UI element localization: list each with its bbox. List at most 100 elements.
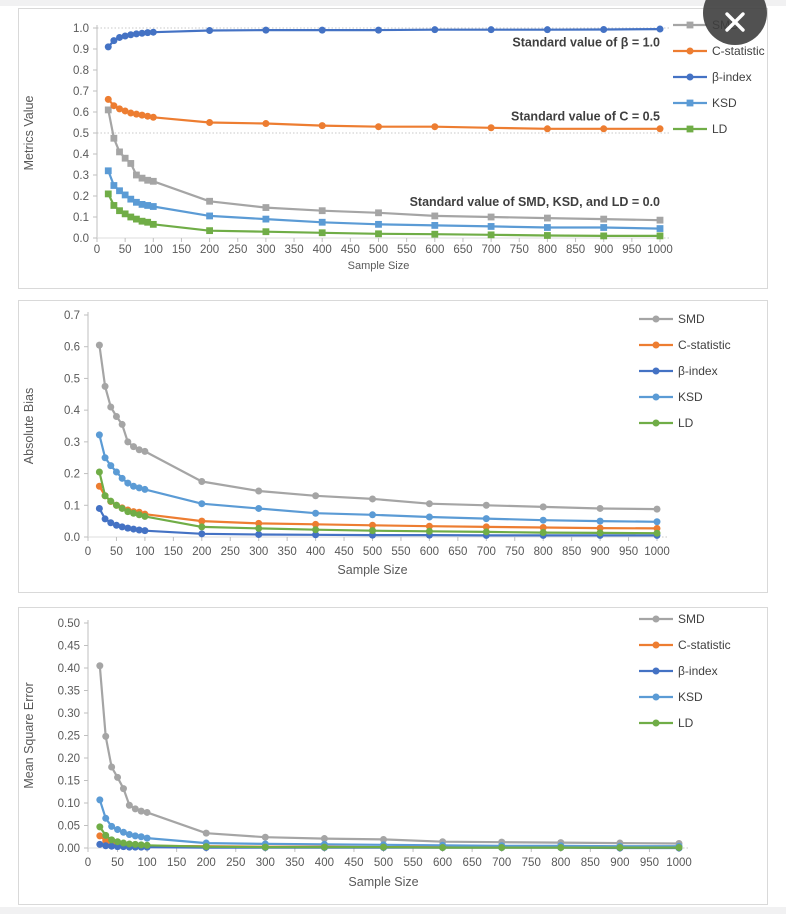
x-tick-label: 300 — [256, 244, 275, 256]
x-tick-label: 900 — [594, 244, 613, 256]
x-tick-label: 750 — [522, 857, 541, 869]
smd-legend-swatch — [639, 615, 673, 623]
ksd-series-markers — [104, 167, 664, 232]
y-tick-label: 0.4 — [64, 405, 81, 417]
legend-label: SMD — [678, 612, 705, 626]
legend-label: C-statistic — [678, 638, 731, 652]
x-axis-title: Sample Size — [337, 563, 407, 577]
legend-label: β-index — [678, 664, 718, 678]
smd-series-markers — [104, 106, 664, 224]
x-tick-label: 300 — [256, 857, 275, 869]
top-edge-strip — [0, 0, 786, 6]
x-tick-label: 800 — [551, 857, 570, 869]
x-tick-label: 850 — [581, 857, 600, 869]
x-tick-label: 200 — [197, 857, 216, 869]
axes: 0.00 0.05 0.10 0.15 0.20 0.25 0.30 0.35 0.40 0.45… — [58, 618, 692, 869]
x-tick-label: 850 — [566, 244, 585, 256]
legend-item-c-statistic: C-statistic — [639, 337, 731, 353]
x-tick-label: 50 — [110, 546, 123, 558]
metrics-value-chart: 0.0 0.1 0.2 0.3 0.4 0.5 0.6 0.7 0.8 0.9 1.0 0 50 100 1… — [22, 23, 673, 272]
mean-square-error-legend: SMD C-statistic β-index KSD LD — [639, 611, 731, 731]
legend-item-ksd: KSD — [639, 389, 731, 405]
x-tick-label: 150 — [167, 857, 186, 869]
legend-item-c-statistic: C-statistic — [639, 637, 731, 653]
y-tick-label: 0.3 — [73, 170, 89, 182]
y-tick-label: 0.0 — [64, 532, 80, 544]
mean-square-error-chart: 0.00 0.05 0.10 0.15 0.20 0.25 0.30 0.35 0.40 0.45… — [22, 618, 692, 889]
y-tick-label: 1.0 — [73, 23, 89, 35]
x-tick-label: 200 — [192, 546, 211, 558]
x-tick-label: 550 — [397, 244, 416, 256]
smd-legend-swatch — [639, 315, 673, 323]
x-tick-label: 250 — [226, 857, 245, 869]
axes: 0.0 0.1 0.2 0.3 0.4 0.5 0.6 0.7 0 50 100 150 200 250 3… — [64, 310, 670, 558]
legend-item-ksd: KSD — [673, 95, 765, 111]
c-statistic-legend-swatch — [639, 641, 673, 649]
x-tick-label: 950 — [622, 244, 641, 256]
x-tick-label: 150 — [172, 244, 191, 256]
y-tick-label: 0.7 — [73, 86, 89, 98]
x-tick-label: 750 — [510, 244, 529, 256]
close-icon — [725, 12, 745, 32]
legend-label: KSD — [712, 96, 737, 110]
x-tick-label: 900 — [610, 857, 629, 869]
y-tick-label: 0.15 — [58, 776, 80, 788]
x-tick-label: 700 — [492, 857, 511, 869]
y-axis-title: Absolute Bias — [22, 388, 36, 464]
y-tick-label: 0.20 — [58, 753, 80, 765]
x-tick-label: 650 — [453, 244, 472, 256]
y-tick-label: 0.6 — [73, 107, 89, 119]
y-tick-label: 0.4 — [73, 149, 90, 161]
y-axis-title: Metrics Value — [22, 96, 36, 171]
ld-legend-swatch — [673, 125, 707, 133]
legend-item-beta-index: β-index — [639, 663, 731, 679]
x-tick-label: 100 — [144, 244, 163, 256]
x-tick-label: 250 — [221, 546, 240, 558]
ld-series-markers — [104, 190, 664, 240]
x-tick-label: 650 — [448, 546, 467, 558]
x-tick-label: 450 — [341, 244, 360, 256]
x-tick-label: 300 — [249, 546, 268, 558]
legend-item-ld: LD — [639, 415, 731, 431]
ksd-legend-swatch — [639, 393, 673, 401]
x-tick-label: 100 — [138, 857, 157, 869]
c-statistic-series-markers — [104, 95, 664, 133]
y-tick-label: 0.0 — [73, 233, 89, 245]
x-tick-label: 450 — [344, 857, 363, 869]
x-tick-label: 100 — [135, 546, 154, 558]
ksd-legend-swatch — [673, 99, 707, 107]
x-tick-label: 250 — [228, 244, 247, 256]
legend-item-beta-index: β-index — [639, 363, 731, 379]
x-tick-label: 600 — [425, 244, 444, 256]
x-tick-label: 400 — [306, 546, 325, 558]
x-tick-label: 800 — [534, 546, 553, 558]
y-tick-label: 0.5 — [64, 373, 80, 385]
chart-panel-metrics-value: 0.0 0.1 0.2 0.3 0.4 0.5 0.6 0.7 0.8 0.9 1.0 0 50 100 1… — [18, 8, 768, 289]
legend-label: KSD — [678, 690, 703, 704]
smd-series-line — [98, 664, 681, 845]
ld-legend-swatch — [639, 719, 673, 727]
x-tick-label: 50 — [111, 857, 124, 869]
x-tick-label: 550 — [391, 546, 410, 558]
smd-series-markers — [96, 662, 683, 847]
x-axis-title: Sample Size — [348, 875, 418, 889]
beta-index-legend-swatch — [639, 367, 673, 375]
legend-label: SMD — [678, 312, 705, 326]
x-tick-label: 550 — [403, 857, 422, 869]
chart-panel-absolute-bias: 0.0 0.1 0.2 0.3 0.4 0.5 0.6 0.7 0 50 100 150 200 250 3… — [18, 300, 768, 593]
x-tick-label: 750 — [505, 546, 524, 558]
y-tick-label: 0.05 — [58, 821, 80, 833]
x-tick-label: 500 — [374, 857, 393, 869]
x-tick-label: 950 — [640, 857, 659, 869]
x-tick-label: 850 — [562, 546, 581, 558]
absolute-bias-legend: SMD C-statistic β-index KSD LD — [639, 311, 731, 431]
x-tick-label: 950 — [619, 546, 638, 558]
x-tick-label: 900 — [591, 546, 610, 558]
legend-label: LD — [678, 716, 694, 730]
legend-item-ksd: KSD — [639, 689, 731, 705]
absolute-bias-chart: 0.0 0.1 0.2 0.3 0.4 0.5 0.6 0.7 0 50 100 150 200 250 3… — [22, 310, 670, 577]
y-tick-label: 0.50 — [58, 618, 80, 630]
legend-label: LD — [712, 122, 728, 136]
x-tick-label: 350 — [278, 546, 297, 558]
legend-item-c-statistic: C-statistic — [673, 43, 765, 59]
